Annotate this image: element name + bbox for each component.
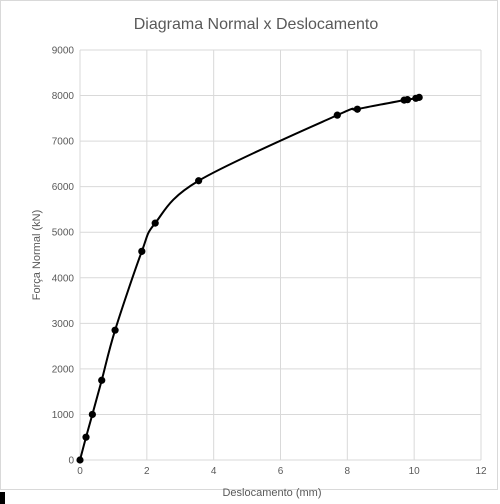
y-tick-label: 9000 <box>52 46 75 57</box>
x-tick-label: 8 <box>345 466 351 477</box>
data-point <box>353 105 361 113</box>
x-tick-label: 2 <box>144 466 150 477</box>
x-tick-label: 12 <box>475 466 487 477</box>
y-tick-label: 0 <box>68 456 74 467</box>
y-tick-label: 6000 <box>52 182 75 193</box>
data-point <box>98 376 106 384</box>
y-tick-label: 5000 <box>52 228 75 239</box>
series-line <box>79 96 420 461</box>
chart-frame <box>0 0 498 490</box>
data-point <box>111 326 119 334</box>
y-tick-label: 3000 <box>52 319 75 330</box>
x-tick-label: 0 <box>77 466 83 477</box>
x-tick-label: 10 <box>409 466 421 477</box>
corner-mark <box>0 492 5 504</box>
data-point <box>195 177 203 185</box>
data-point <box>138 247 146 255</box>
gridlines <box>79 49 482 461</box>
y-tick-label: 4000 <box>52 273 75 284</box>
chart-title: Diagrama Normal x Deslocamento <box>134 16 379 33</box>
data-point <box>415 93 423 101</box>
data-point <box>76 456 84 464</box>
data-point <box>333 111 341 119</box>
data-point <box>403 96 412 104</box>
y-tick-label: 8000 <box>52 91 75 102</box>
data-point <box>151 219 159 227</box>
plot-area <box>76 93 423 464</box>
x-tick-label: 4 <box>211 466 217 477</box>
y-tick-label: 1000 <box>52 410 75 421</box>
x-tick-labels: 0 2 4 6 8 10 12 <box>77 466 487 477</box>
y-tick-labels: 0 1000 2000 3000 4000 5000 6000 7000 8000 9000 <box>52 46 75 467</box>
data-point <box>88 410 96 419</box>
y-axis-label: Força Normal (kN) <box>31 210 43 300</box>
data-point <box>82 433 90 441</box>
y-tick-label: 7000 <box>52 137 75 148</box>
x-axis-label: Deslocamento (mm) <box>222 487 321 499</box>
y-tick-label: 2000 <box>52 364 75 375</box>
x-tick-label: 6 <box>278 466 284 477</box>
